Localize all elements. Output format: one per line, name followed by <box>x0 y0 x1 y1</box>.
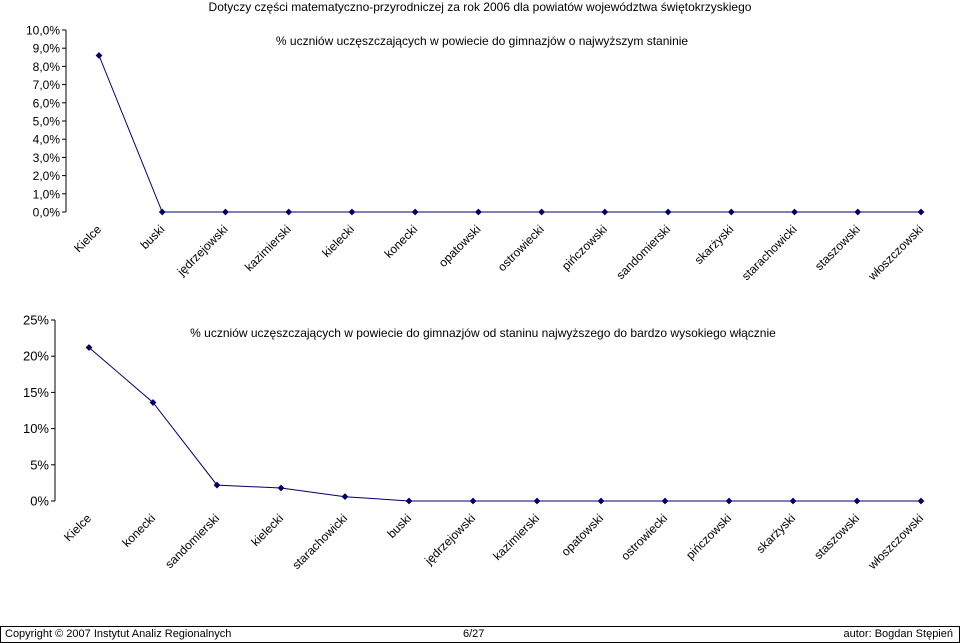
y-tick-label: 10% <box>23 421 49 436</box>
x-category-label: staszowski <box>812 222 863 273</box>
x-category-label: staszowski <box>811 511 862 562</box>
chart-top-stanine: 0,0% 1,0% 2,0% 3,0% 4,0% 5,0% 6,0% 7,0% 8,0% 9,0%… <box>26 24 927 284</box>
data-point-marker <box>348 208 356 216</box>
data-point-marker <box>411 208 419 216</box>
data-point-marker <box>789 497 797 505</box>
data-point-marker <box>474 208 482 216</box>
data-point-marker <box>791 208 798 216</box>
data-point-marker <box>149 399 157 406</box>
x-category-label: Kielce <box>61 511 94 544</box>
data-point-marker <box>533 497 541 505</box>
x-category-label: jędrzejowski <box>174 222 231 279</box>
x-category-label: włoszczowski <box>865 222 927 284</box>
data-point-marker <box>917 497 925 505</box>
series-line <box>88 347 921 502</box>
y-tick-label: 7,0% <box>33 78 61 92</box>
y-tick-label: 10,0% <box>26 24 60 38</box>
y-tick-label: 1,0% <box>33 187 61 201</box>
y-tick-label: 5,0% <box>33 115 61 129</box>
data-point-marker <box>917 208 925 216</box>
data-point-marker <box>158 208 166 216</box>
y-tick-label: 0,0% <box>33 206 61 220</box>
data-point-marker <box>853 497 861 505</box>
data-point-marker <box>277 484 285 492</box>
data-point-marker <box>222 208 229 216</box>
y-tick-label: 25% <box>23 313 49 328</box>
y-tick-label: 5% <box>30 457 49 472</box>
page-title: Dotyczy części matematyczno-przyrodnicze… <box>208 0 752 14</box>
x-category-label: Kielce <box>71 222 104 255</box>
data-point-marker <box>341 493 349 501</box>
x-category-label: ostrowiecki <box>495 222 547 274</box>
footer: Copyright © 2007 Instytut Analiz Regiona… <box>0 626 960 643</box>
y-tick-label: 6,0% <box>33 96 61 110</box>
chart-title: % uczniów uczęszczających w powiecie do … <box>276 34 688 48</box>
data-point-marker <box>285 208 293 216</box>
x-category-label: kazimierski <box>242 222 294 274</box>
y-tick-label: 4,0% <box>33 133 61 147</box>
chart-very-high-stanine: 0% 5% 10% 15% 20% 25% % uczniów uczęszczającyc… <box>23 313 927 573</box>
y-tick-label: 20% <box>23 349 49 364</box>
data-point-marker <box>725 497 733 505</box>
data-point-marker <box>95 52 103 59</box>
x-category-label: sandomierski <box>162 511 222 571</box>
y-tick-label: 9,0% <box>33 42 61 56</box>
x-category-label: ostrowiecki <box>618 511 670 563</box>
x-category-label: sandomierski <box>613 222 673 282</box>
x-category-label: kielecki <box>248 511 286 549</box>
y-tick-label: 0% <box>30 494 49 509</box>
data-point-marker <box>601 208 609 216</box>
data-point-marker <box>597 497 605 505</box>
x-category-label: konecki <box>119 511 158 550</box>
x-category-label: skarżyski <box>753 511 798 556</box>
x-category-label: buski <box>138 222 168 252</box>
data-point-marker <box>854 208 862 216</box>
x-category-label: konecki <box>382 222 421 261</box>
data-point-marker <box>664 208 672 216</box>
data-point-marker <box>538 208 546 216</box>
x-category-label: pińczowski <box>559 222 610 273</box>
footer-page-number: 6/27 <box>463 628 485 640</box>
x-category-label: opatowski <box>436 222 484 270</box>
data-point-marker <box>213 481 221 489</box>
chart-title: % uczniów uczęszczających w powiecie do … <box>190 326 776 340</box>
x-category-label: kazimierski <box>490 511 542 563</box>
x-category-label: skarżyski <box>692 222 737 267</box>
x-category-label: pińczowski <box>683 511 734 562</box>
data-point-marker <box>661 497 669 505</box>
data-point-marker <box>85 344 93 351</box>
y-tick-label: 2,0% <box>33 169 61 183</box>
data-point-marker <box>469 497 477 505</box>
x-category-label: jędrzejowski <box>421 511 478 568</box>
y-tick-label: 8,0% <box>33 60 61 74</box>
data-point-marker <box>727 208 735 216</box>
x-category-label: buski <box>384 511 414 541</box>
x-category-label: starachowicki <box>739 222 800 283</box>
x-category-label: starachowicki <box>289 511 350 572</box>
x-category-label: opatowski <box>558 511 606 559</box>
y-tick-label: 15% <box>23 385 49 400</box>
footer-author: autor: Bogdan Stępień <box>843 628 953 640</box>
footer-copyright: Copyright © 2007 Instytut Analiz Regiona… <box>5 628 232 640</box>
x-category-label: włoszczowski <box>865 511 927 573</box>
data-point-marker <box>405 497 413 505</box>
y-tick-label: 3,0% <box>33 151 61 165</box>
x-category-label: kielecki <box>319 222 357 260</box>
series-line <box>98 55 921 213</box>
